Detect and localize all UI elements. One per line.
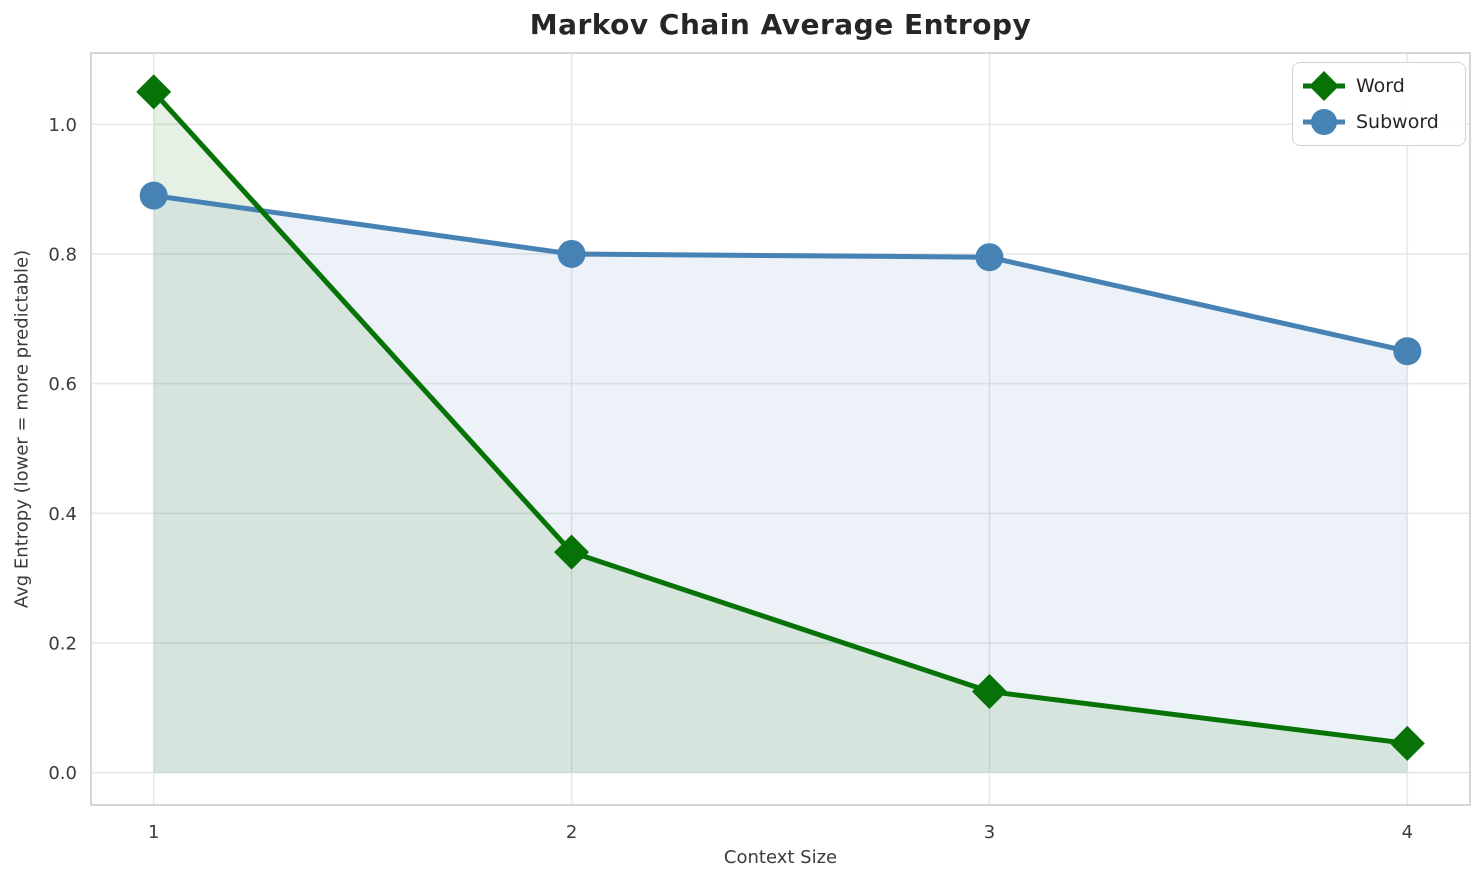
legend-item-word: Word [1301,68,1455,104]
y-tick-label: 0.4 [48,504,77,525]
legend-label-word: Word [1356,75,1405,97]
legend-item-subword: Subword [1301,104,1455,140]
x-tick-label: 2 [566,822,577,843]
subword-circle-marker [1393,337,1422,366]
legend: Word Subword [1292,62,1466,146]
subword-line [153,193,1408,354]
chart-title: Markov Chain Average Entropy [529,8,1032,41]
plot-border [90,52,1471,806]
x-axis-label: Context Size [723,847,838,868]
word-diamond-marker-icon [1303,71,1345,101]
subword-circle-marker [975,243,1004,272]
subword-circle-marker-icon [1303,109,1345,135]
legend-label-subword: Subword [1356,111,1439,133]
y-tick-label: 0.6 [48,374,77,395]
word-diamond-marker [971,674,1007,710]
x-tick-label: 4 [1402,822,1413,843]
word-fill-area [153,91,1408,773]
x-tick-label: 1 [148,822,159,843]
y-tick-label: 0.2 [48,633,77,654]
word-diamond-marker [136,74,172,110]
y-tick-label: 0.0 [48,763,77,784]
word-line [151,90,1408,746]
subword-circle-marker [557,239,586,268]
y-tick-label: 0.8 [48,244,77,265]
y-tick-label: 1.0 [48,115,77,136]
y-axis-label: Avg Entropy (lower = more predictable) [11,249,33,609]
x-tick-label: 3 [984,822,995,843]
subword-fill-area [153,195,1408,773]
word-diamond-marker [1389,725,1425,761]
word-diamond-marker [554,534,590,570]
subword-circle-marker [139,181,168,210]
